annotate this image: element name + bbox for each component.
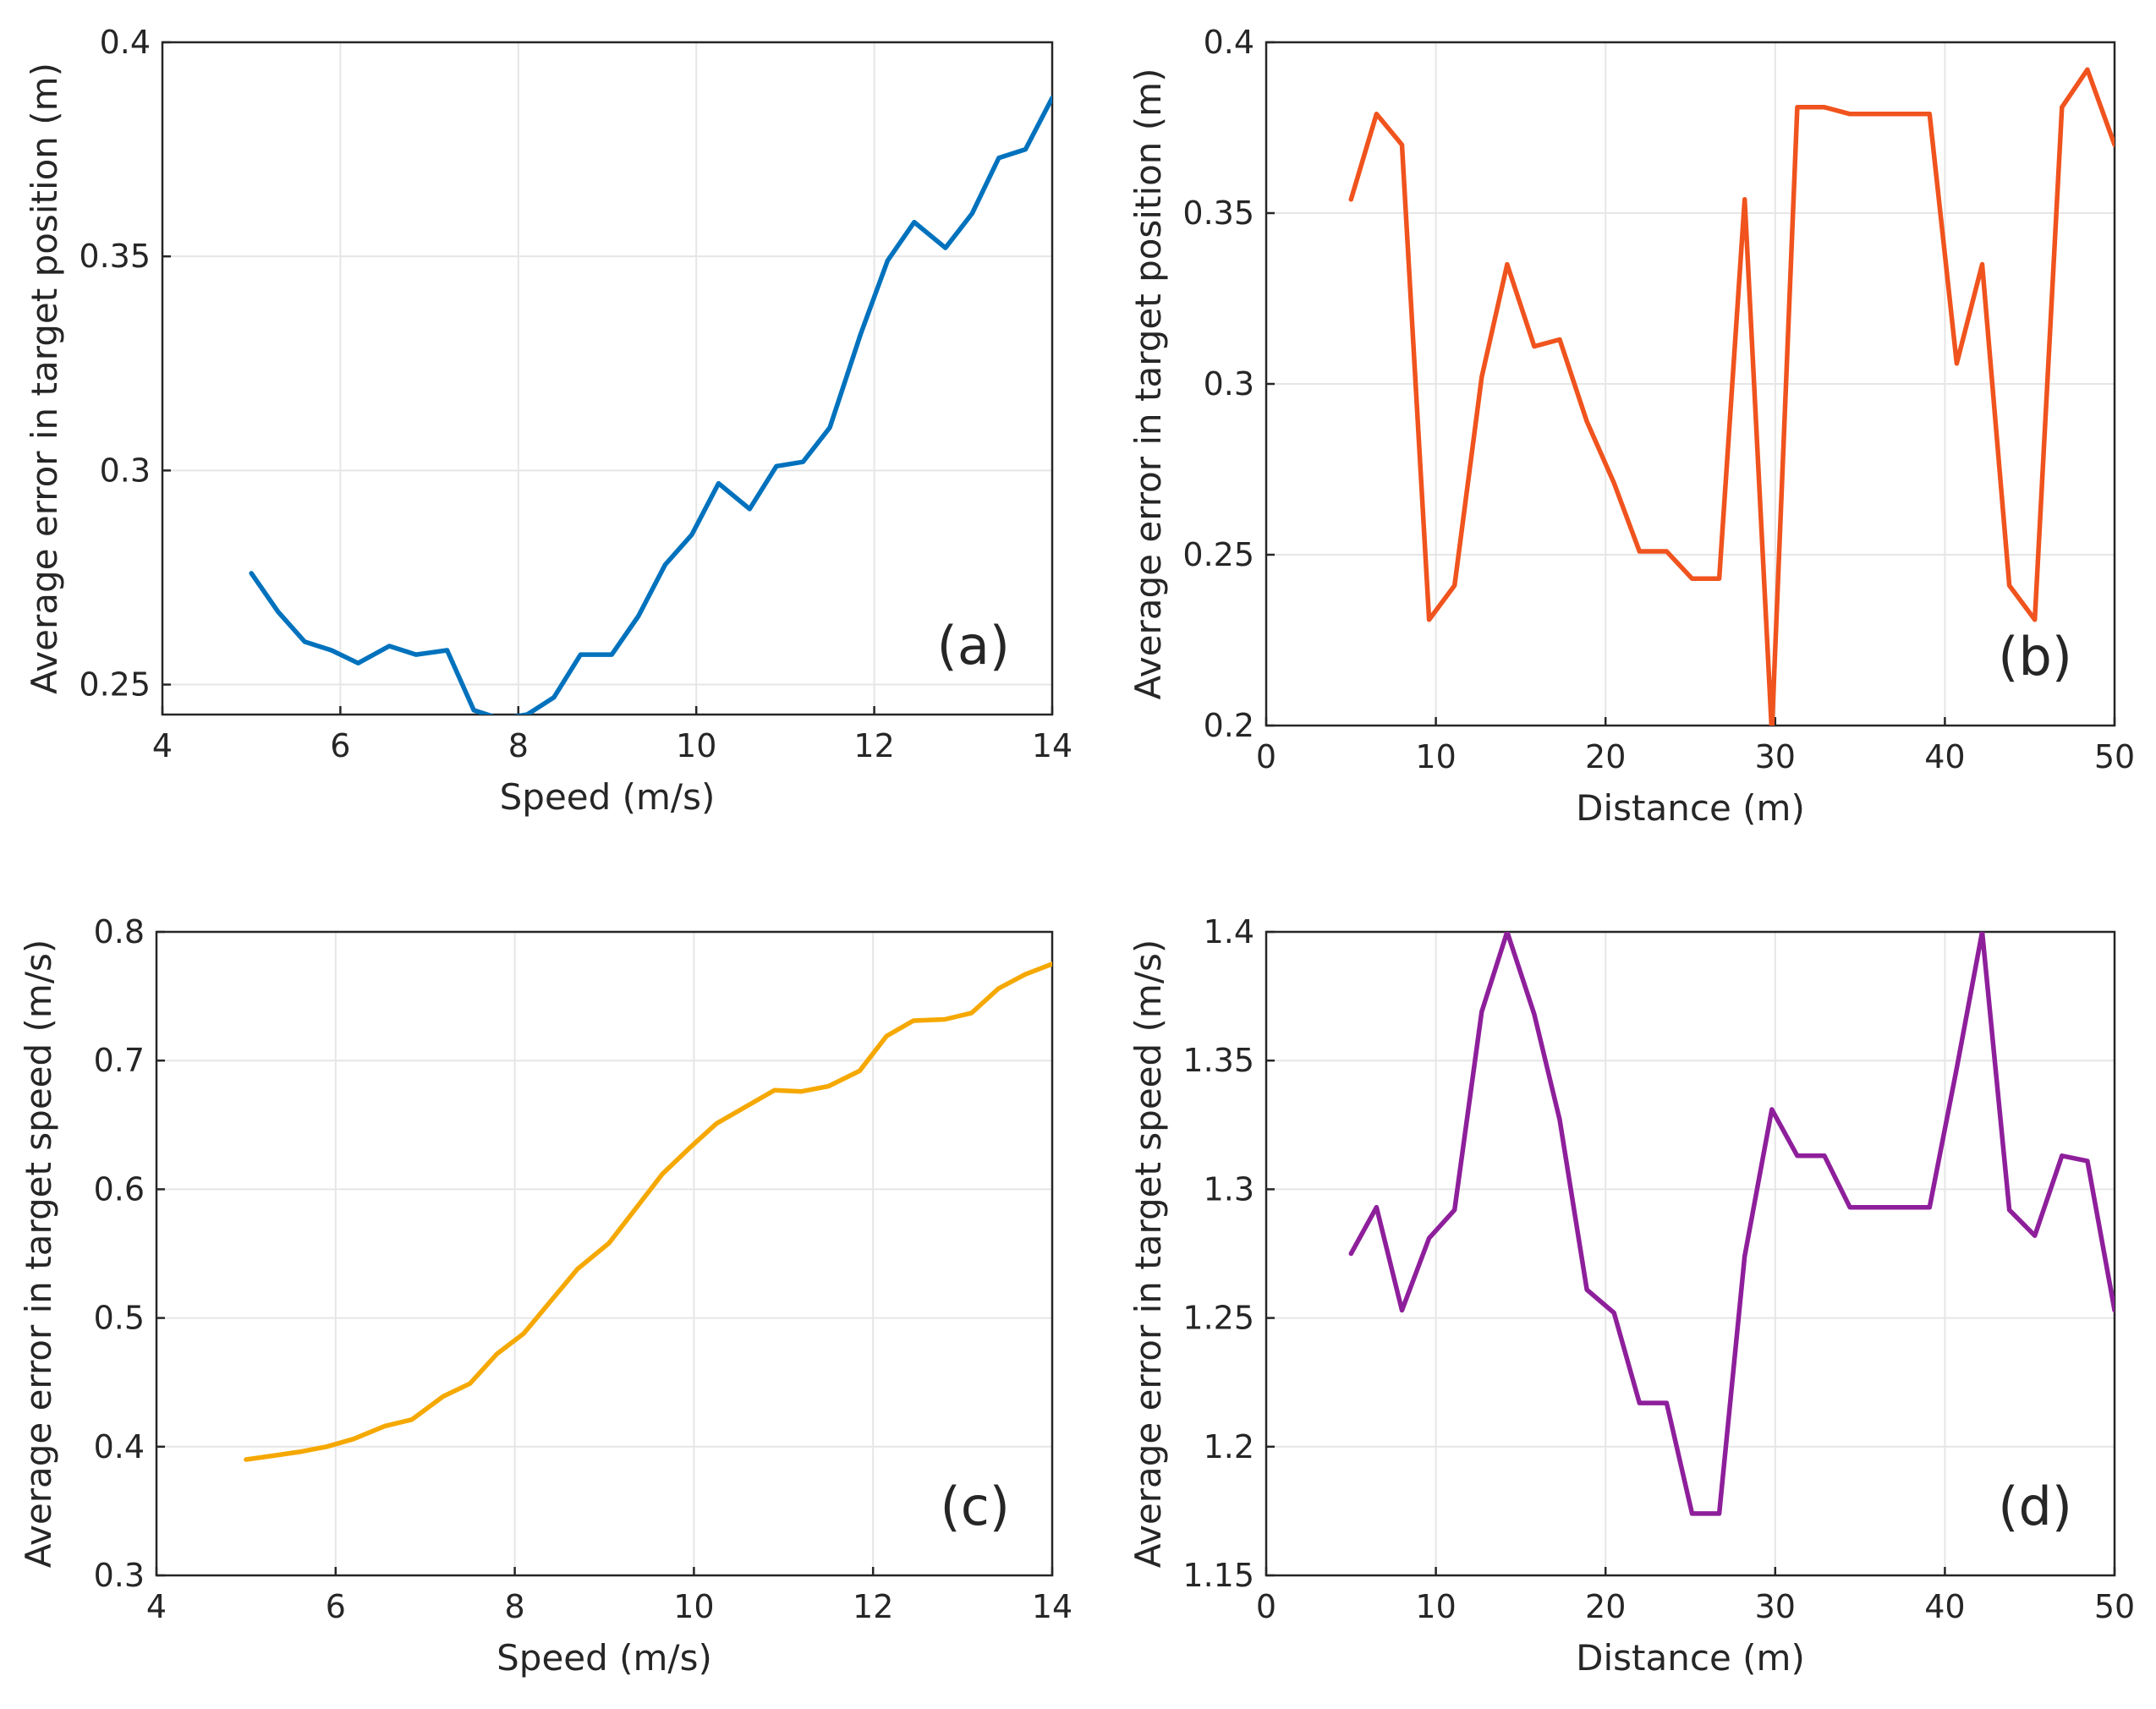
y-tick-label: 1.25 <box>1182 1300 1254 1337</box>
x-tick-label: 10 <box>1415 1588 1456 1625</box>
x-axis-label: Distance (m) <box>1576 787 1805 829</box>
x-tick-label: 0 <box>1256 738 1276 775</box>
y-tick-label: 0.2 <box>1204 707 1254 744</box>
x-tick-label: 8 <box>505 1588 525 1625</box>
x-tick-label: 12 <box>853 727 894 764</box>
x-axis-label: Speed (m/s) <box>500 776 716 818</box>
y-tick-label: 0.3 <box>100 452 151 489</box>
series-line <box>244 961 1052 1462</box>
x-axis-label: Speed (m/s) <box>496 1637 712 1679</box>
x-tick-label: 20 <box>1585 738 1626 775</box>
panel-d: 0 10 20 30 40 50 1.15 1.2 1.25 1.3 1.35 1.4 Distance… <box>1127 913 2135 1679</box>
x-axis-label: Distance (m) <box>1576 1637 1805 1679</box>
x-tick-label: 30 <box>1755 1588 1796 1625</box>
y-tick-label: 1.35 <box>1182 1042 1254 1079</box>
x-tick-label: 6 <box>326 1588 346 1625</box>
x-tick-label: 0 <box>1256 1588 1276 1625</box>
panel-label: (d) <box>1998 1476 2072 1537</box>
x-tick-label: 14 <box>1032 1588 1073 1625</box>
y-tick-label: 1.2 <box>1204 1428 1254 1465</box>
y-tick-label: 1.15 <box>1182 1557 1254 1594</box>
series-line <box>1348 67 2115 726</box>
panel-a: 4 6 8 10 12 14 0.25 0.3 0.35 0.4 Speed (m/s) Averag… <box>24 24 1073 818</box>
plot-frame <box>1265 930 2116 1577</box>
y-tick-label: 1.4 <box>1204 913 1254 950</box>
y-tick-label: 0.5 <box>94 1300 145 1337</box>
x-tick-label: 6 <box>330 727 350 764</box>
y-tick-label: 0.3 <box>1204 365 1254 403</box>
x-tick-label: 14 <box>1032 727 1073 764</box>
panel-c: 4 6 8 10 12 14 0.3 0.4 0.5 0.6 0.7 0.8 Speed (m/s) Av… <box>18 913 1073 1679</box>
x-tick-label: 8 <box>508 727 529 764</box>
y-axis-label: Average error in target position (m) <box>1127 68 1169 700</box>
y-tick-label: 0.35 <box>79 238 151 275</box>
panel-b: 0 10 20 30 40 50 0.2 0.25 0.3 0.35 0.4 Distance (m)… <box>1127 24 2135 829</box>
y-axis-label: Average error in target speed (m/s) <box>1127 939 1169 1569</box>
series-line <box>1348 932 2115 1516</box>
x-tick-label: 4 <box>146 1588 167 1625</box>
series-line <box>249 96 1052 715</box>
y-tick-label: 0.25 <box>1182 536 1254 573</box>
x-tick-label: 40 <box>1924 1588 1965 1625</box>
panel-label: (b) <box>1998 626 2072 687</box>
x-tick-label: 4 <box>152 727 173 764</box>
x-tick-label: 30 <box>1755 738 1796 775</box>
y-tick-label: 0.6 <box>94 1170 145 1208</box>
y-tick-label: 0.35 <box>1182 194 1254 232</box>
x-tick-label: 10 <box>673 1588 714 1625</box>
y-tick-label: 0.4 <box>1204 24 1254 61</box>
y-tick-label: 0.8 <box>94 913 145 950</box>
y-axis-label: Average error in target speed (m/s) <box>18 939 59 1569</box>
x-tick-label: 50 <box>2094 738 2135 775</box>
panel-label: (c) <box>941 1476 1010 1537</box>
x-tick-label: 20 <box>1585 1588 1626 1625</box>
y-tick-label: 0.3 <box>94 1557 145 1594</box>
plot-frame <box>155 930 1054 1577</box>
y-axis-label: Average error in target position (m) <box>24 63 65 694</box>
plot-frame <box>161 41 1054 716</box>
panel-label: (a) <box>937 615 1010 676</box>
x-tick-label: 40 <box>1924 738 1965 775</box>
x-tick-label: 50 <box>2094 1588 2135 1625</box>
y-tick-label: 0.25 <box>79 666 151 704</box>
x-tick-label: 12 <box>853 1588 893 1625</box>
y-tick-label: 0.4 <box>100 24 151 61</box>
x-tick-label: 10 <box>676 727 716 764</box>
y-tick-label: 0.4 <box>94 1428 145 1465</box>
y-tick-label: 1.3 <box>1204 1170 1254 1208</box>
x-tick-label: 10 <box>1415 738 1456 775</box>
y-tick-label: 0.7 <box>94 1042 145 1079</box>
